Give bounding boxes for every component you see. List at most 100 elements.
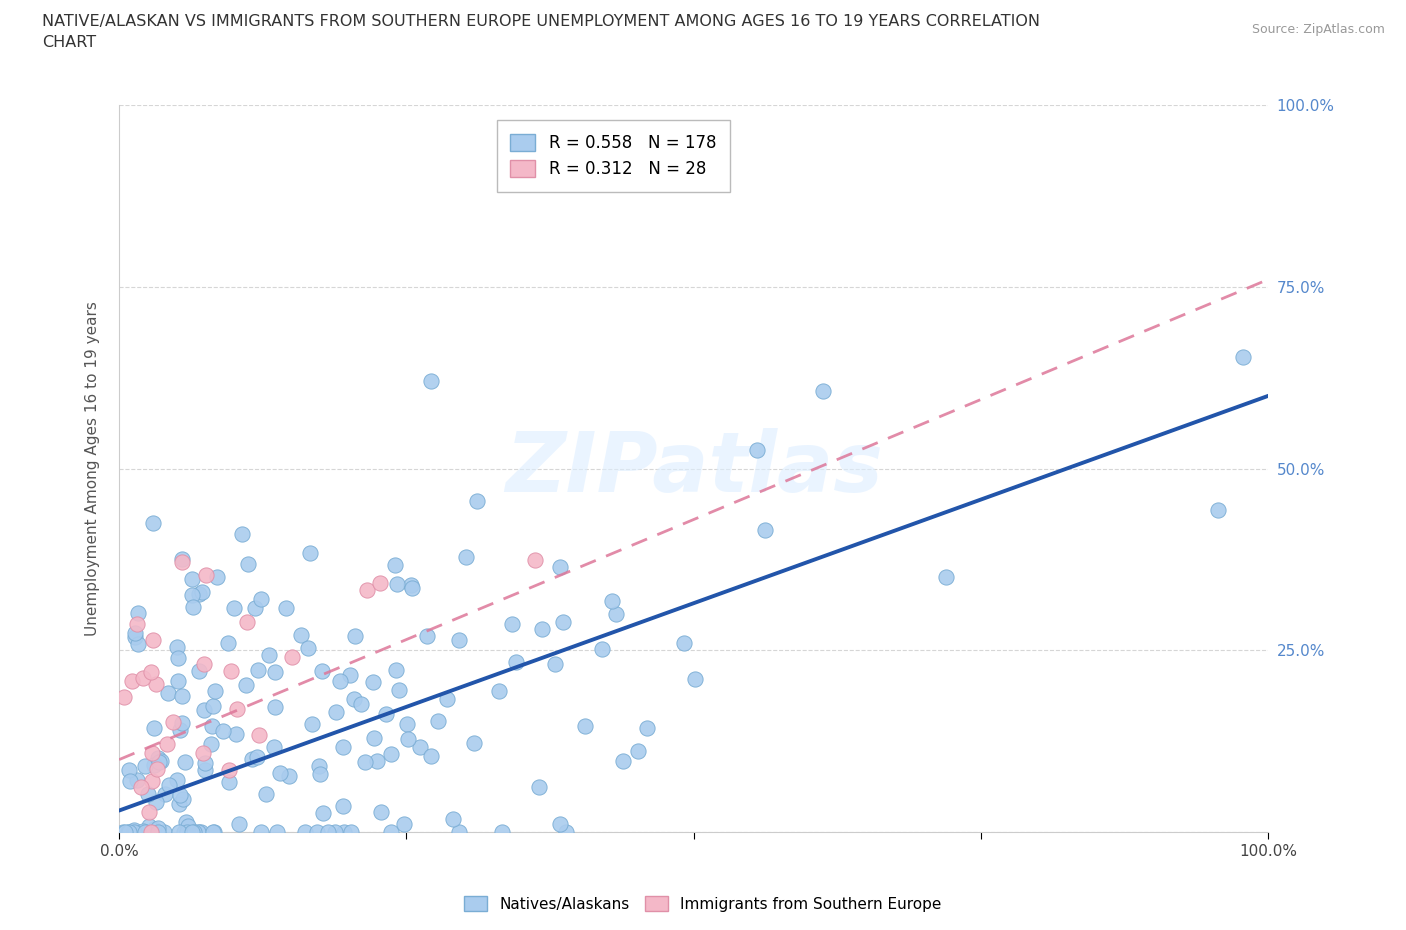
Point: [246, 750, 269, 764]
Point: [193, 702, 215, 717]
Point: [188, 825, 211, 840]
Point: [309, 766, 332, 781]
Point: [117, 825, 139, 840]
Point: [420, 749, 443, 764]
Point: [554, 825, 576, 840]
Point: [672, 636, 695, 651]
Point: [745, 443, 768, 458]
Point: [544, 657, 567, 671]
Point: [243, 601, 266, 616]
Point: [401, 580, 423, 595]
Point: [125, 617, 148, 631]
Point: [134, 825, 156, 840]
Point: [141, 774, 163, 789]
Point: [505, 654, 527, 669]
Point: [527, 779, 550, 794]
Point: [169, 723, 191, 737]
Point: [162, 714, 184, 729]
Point: [436, 692, 458, 707]
Point: [139, 825, 162, 840]
Point: [201, 699, 224, 714]
Point: [311, 663, 333, 678]
Point: [127, 637, 149, 652]
Point: [316, 825, 339, 840]
Point: [1206, 502, 1229, 517]
Text: ZIPatlas: ZIPatlas: [505, 428, 883, 509]
Point: [343, 692, 366, 707]
Legend: Natives/Alaskans, Immigrants from Southern Europe: Natives/Alaskans, Immigrants from Southe…: [458, 889, 948, 918]
Point: [354, 755, 377, 770]
Point: [122, 825, 145, 840]
Point: [333, 825, 356, 840]
Point: [202, 825, 225, 840]
Point: [138, 818, 160, 833]
Point: [602, 594, 624, 609]
Point: [142, 721, 165, 736]
Point: [183, 825, 205, 840]
Point: [363, 731, 385, 746]
Point: [264, 665, 287, 680]
Point: [218, 774, 240, 789]
Point: [127, 605, 149, 620]
Point: [250, 825, 273, 840]
Point: [194, 762, 217, 777]
Point: [167, 825, 190, 840]
Point: [301, 716, 323, 731]
Point: [813, 384, 835, 399]
Point: [612, 754, 634, 769]
Point: [173, 825, 195, 840]
Point: [193, 745, 215, 760]
Point: [235, 678, 257, 693]
Point: [323, 825, 346, 840]
Point: [174, 754, 197, 769]
Point: [145, 676, 167, 691]
Point: [276, 601, 298, 616]
Point: [169, 788, 191, 803]
Point: [205, 569, 228, 584]
Point: [308, 758, 330, 773]
Point: [339, 667, 361, 682]
Point: [375, 707, 398, 722]
Point: [190, 825, 212, 840]
Point: [226, 702, 249, 717]
Point: [124, 630, 146, 644]
Point: [259, 647, 281, 662]
Point: [166, 650, 188, 665]
Point: [141, 745, 163, 760]
Point: [332, 740, 354, 755]
Point: [188, 586, 211, 601]
Point: [385, 577, 408, 591]
Point: [396, 731, 419, 746]
Point: [524, 552, 547, 567]
Point: [370, 804, 392, 819]
Point: [488, 684, 510, 698]
Point: [240, 751, 263, 766]
Point: [266, 825, 288, 840]
Point: [254, 787, 277, 802]
Point: [299, 545, 322, 560]
Point: [408, 739, 430, 754]
Point: [174, 815, 197, 830]
Point: [117, 825, 139, 840]
Point: [236, 556, 259, 571]
Point: [181, 825, 204, 840]
Point: [195, 567, 218, 582]
Point: [380, 825, 402, 840]
Point: [135, 825, 157, 840]
Point: [181, 572, 204, 587]
Point: [550, 817, 572, 831]
Point: [157, 685, 180, 700]
Point: [235, 615, 257, 630]
Point: [380, 746, 402, 761]
Point: [135, 825, 157, 840]
Point: [212, 724, 235, 738]
Point: [427, 714, 450, 729]
Point: [605, 606, 627, 621]
Point: [441, 811, 464, 826]
Point: [145, 795, 167, 810]
Point: [170, 555, 193, 570]
Point: [146, 751, 169, 765]
Point: [420, 374, 443, 389]
Point: [181, 588, 204, 603]
Point: [136, 787, 159, 802]
